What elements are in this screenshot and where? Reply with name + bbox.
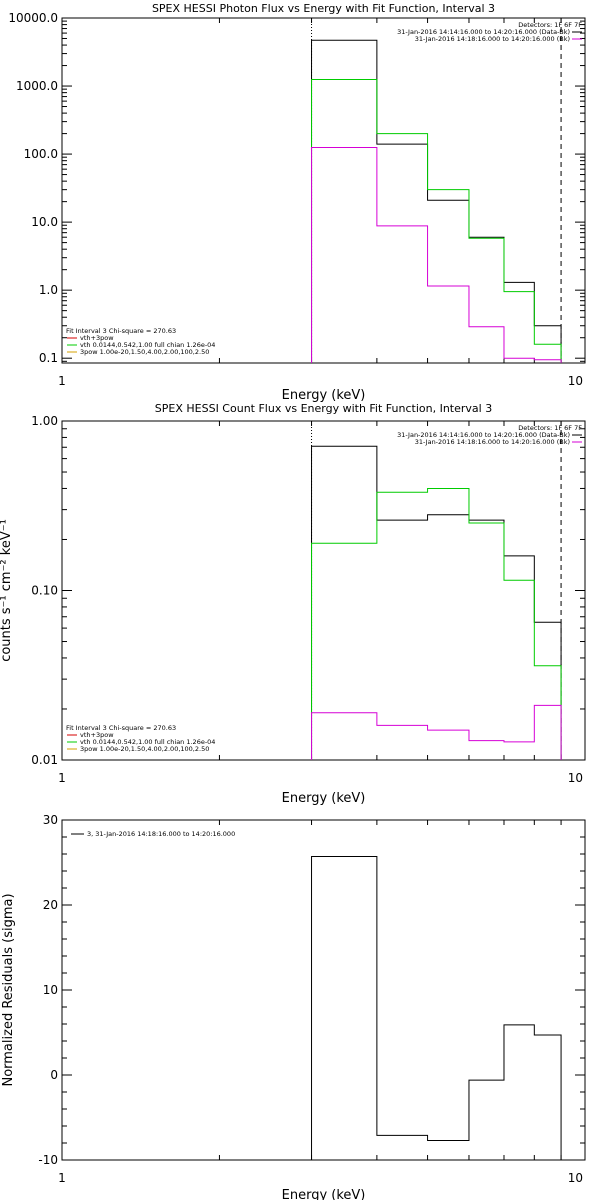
x-axis-label: Energy (keV) [282, 1188, 366, 1200]
legend-text: 3, 31-Jan-2016 14:18:16.000 to 14:20:16.… [87, 830, 235, 838]
legend-text: vth+3pow [80, 731, 114, 739]
y-tick-label: 20 [43, 898, 58, 912]
panel-3: -10 0 10 20 30 1 10 Energy (keV) Normalized Resi… [1, 813, 586, 1200]
y-axis-label: Normalized Residuals (sigma) [1, 893, 16, 1086]
legend-text: Fit Interval 3 Chi-square = 270.63 [66, 327, 176, 335]
legend-text: Detectors: 1F 6F 7F [518, 424, 582, 432]
plot-frame [61, 819, 586, 1161]
y-tick-label: 10.0 [31, 215, 58, 229]
x-tick-label: 10 [568, 1171, 583, 1185]
x-axis-label: Energy (keV) [282, 791, 366, 806]
y-tick-label: 30 [43, 813, 58, 827]
y-tick-label: 0.01 [31, 753, 58, 767]
x-tick-label: 1 [58, 771, 66, 785]
y-tick-label: 0 [50, 1068, 58, 1082]
x-tick-label: 1 [58, 374, 66, 388]
chart-title: SPEX HESSI Photon Flux vs Energy with Fi… [152, 2, 495, 15]
legend-text: vth 0.0144,0.542,1.00 full chian 1.26e-0… [80, 341, 215, 349]
series-bk [311, 146, 562, 363]
y-tick-label: 10 [43, 983, 58, 997]
series-bk [311, 704, 562, 760]
series-data-bk [311, 39, 562, 363]
y-tick-label: 10000.0 [8, 11, 58, 25]
y-axis-label: counts s⁻¹ cm⁻² keV⁻¹ [0, 519, 14, 662]
legend-text: Fit Interval 3 Chi-square = 270.63 [66, 724, 176, 732]
chart-title: SPEX HESSI Count Flux vs Energy with Fit… [155, 402, 492, 415]
legend-text: 3pow 1.00e-20,1.50,4.00,2.00,100,2.50 [80, 745, 209, 753]
legend-text: 31-Jan-2016 14:14:16.000 to 14:20:16.000… [397, 28, 570, 36]
series-vth-3pow [311, 487, 562, 760]
y-tick-label: 100.0 [24, 147, 58, 161]
x-tick-label: 1 [58, 1171, 66, 1185]
y-tick-label: -10 [38, 1153, 58, 1167]
y-tick-label: 1000.0 [16, 79, 58, 93]
x-tick-label: 10 [568, 374, 583, 388]
legend-text: 31-Jan-2016 14:14:16.000 to 14:20:16.000… [397, 431, 570, 439]
series-vth-3pow [311, 78, 562, 363]
legend-text: 31-Jan-2016 14:18:16.000 to 14:20:16.000… [415, 438, 570, 446]
legend-text: Detectors: 1F 6F 7F [518, 21, 582, 29]
y-tick-label: 1.0 [39, 283, 58, 297]
panel-2: 0.01 0.10 1.00 1 10 SPEX HESSI Count Flux vs … [0, 402, 586, 806]
legend-text: 3pow 1.00e-20,1.50,4.00,2.00,100,2.50 [80, 348, 209, 356]
panel-1: 0.1 1.0 10.0 100.0 1000.0 10000.0 1 10 SPEX HESS… [8, 2, 586, 403]
legend-text: vth+3pow [80, 334, 114, 342]
legend-text: 31-Jan-2016 14:18:16.000 to 14:20:16.000… [415, 35, 570, 43]
series-residuals [311, 856, 562, 1160]
y-tick-label: 0.10 [31, 584, 58, 598]
legend-text: vth 0.0144,0.542,1.00 full chian 1.26e-0… [80, 738, 215, 746]
y-tick-label: 1.00 [31, 414, 58, 428]
plot-frame [61, 17, 586, 364]
plot-frame [61, 420, 586, 761]
y-tick-label: 0.1 [39, 351, 58, 365]
x-tick-label: 10 [568, 771, 583, 785]
x-axis-label: Energy (keV) [282, 388, 366, 403]
